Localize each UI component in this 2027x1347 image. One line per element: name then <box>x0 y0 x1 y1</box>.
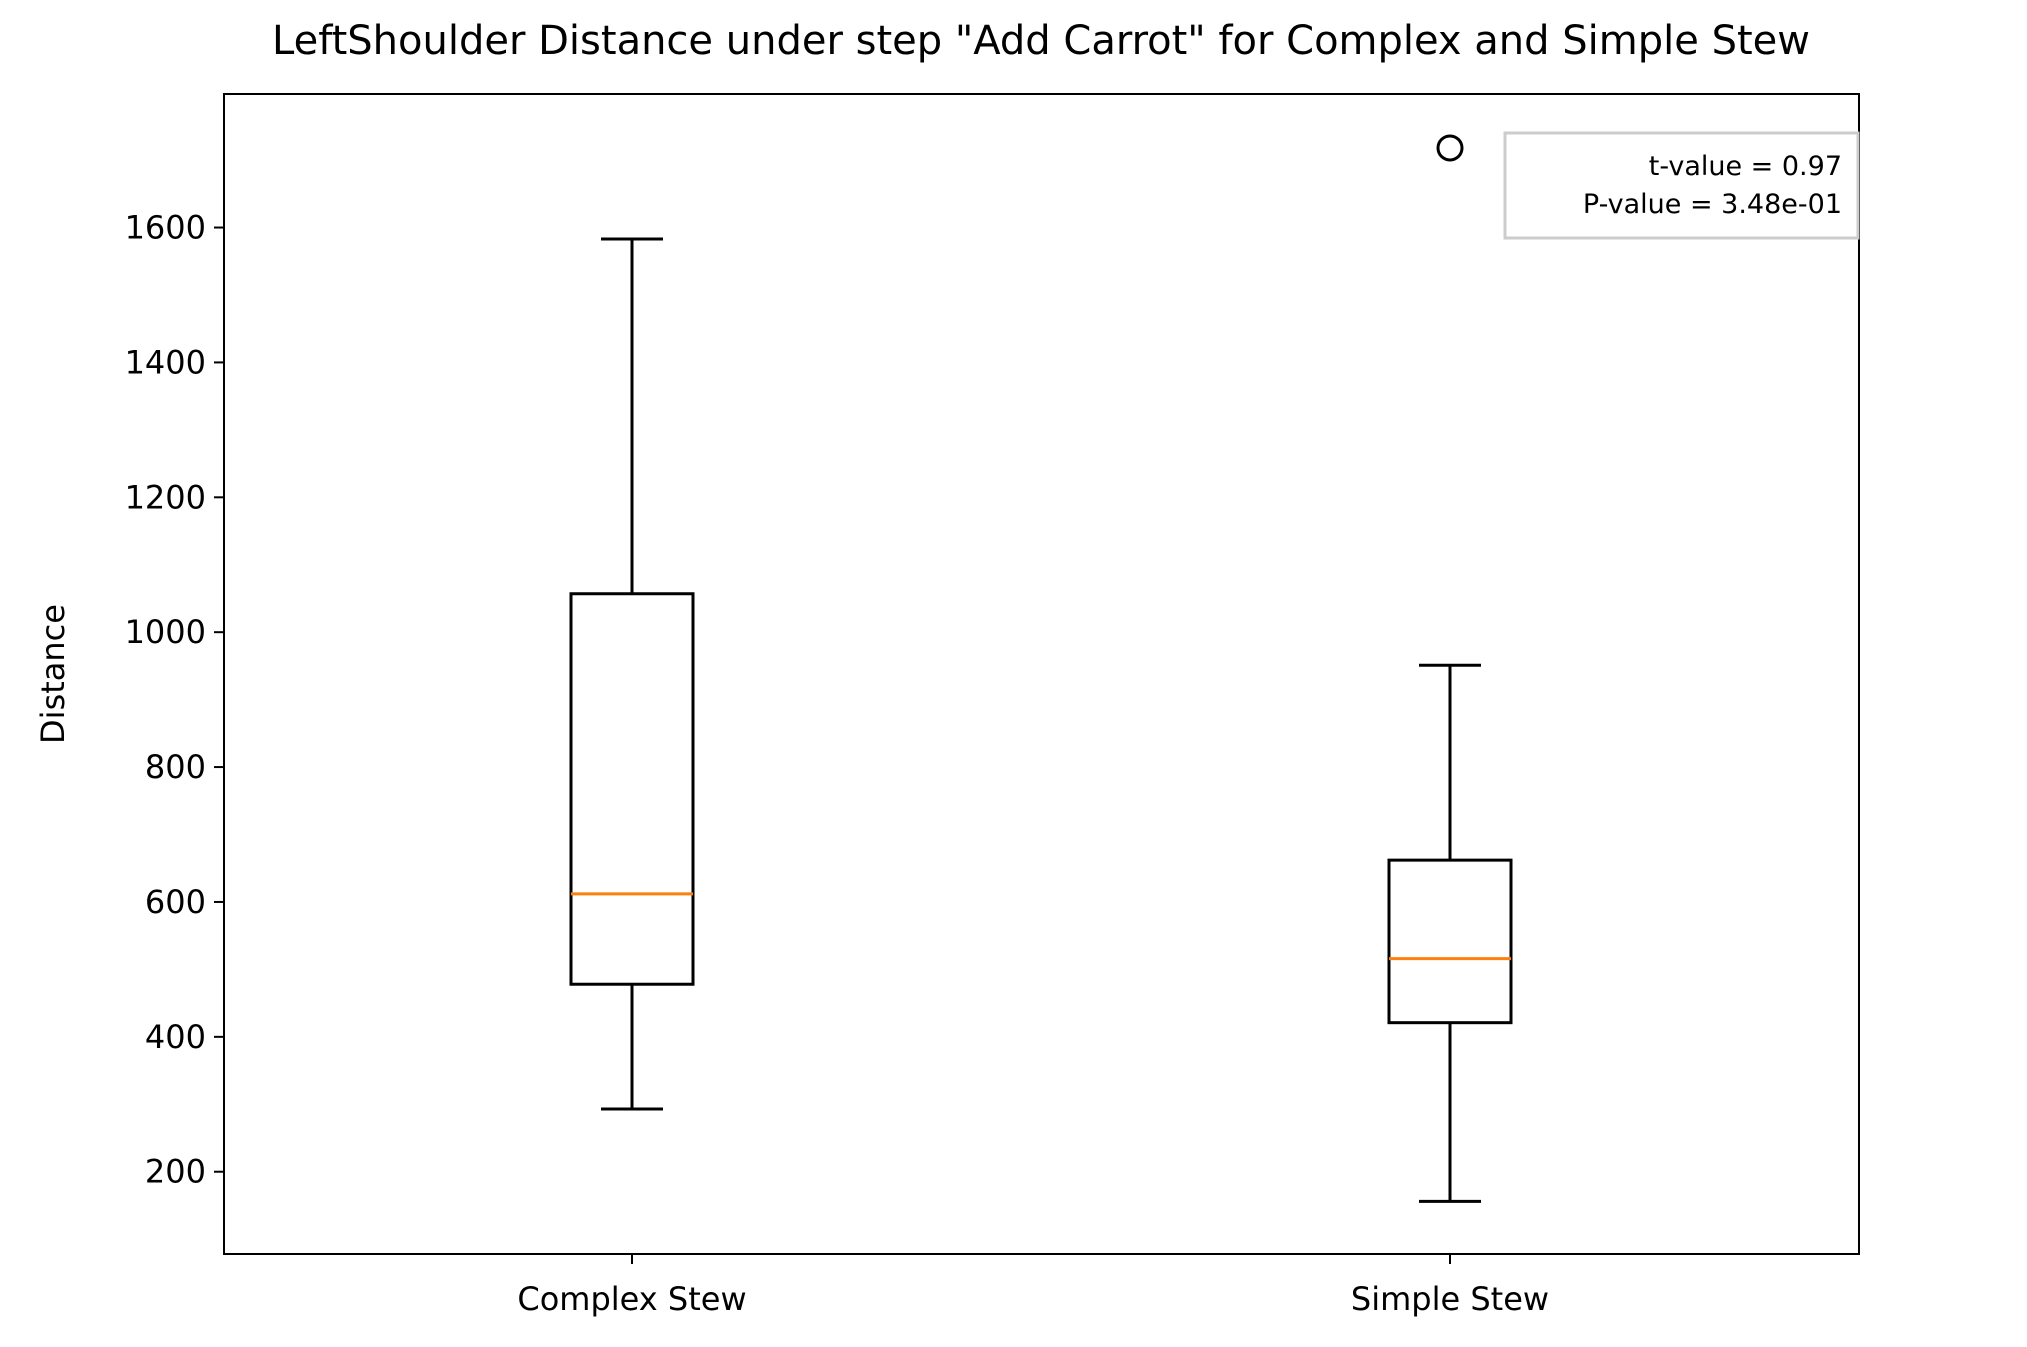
plot-area <box>223 93 1860 1255</box>
x-axis-ticks: Complex Stew Simple Stew <box>517 1254 1549 1318</box>
annotation-box <box>1503 131 1860 240</box>
iqr-box <box>1387 858 1513 1025</box>
outlier-point <box>1436 134 1464 162</box>
chart-title: LeftShoulder Distance under step "Add Ca… <box>272 18 1810 64</box>
stats-annotation: t-value = 0.97 P-value = 3.48e-01 <box>1503 131 1860 240</box>
y-tick-label: 1000 <box>125 613 206 651</box>
box-series <box>569 134 1513 1203</box>
y-tick-label: 1400 <box>125 343 206 381</box>
y-axis-ticks: 200 400 600 800 1000 1200 1400 1600 <box>125 209 224 1191</box>
y-tick-label: 200 <box>145 1153 206 1191</box>
iqr-box <box>569 592 695 986</box>
x-tick-label: Complex Stew <box>517 1280 746 1318</box>
x-tick-label: Simple Stew <box>1351 1280 1549 1318</box>
y-tick-label: 600 <box>145 883 206 921</box>
y-tick-label: 400 <box>145 1018 206 1056</box>
t-value-label: t-value = 0.97 <box>1649 151 1842 182</box>
y-tick-label: 1200 <box>125 478 206 516</box>
box-complex-stew <box>569 237 695 1111</box>
y-tick-label: 1600 <box>125 209 206 247</box>
y-tick-label: 800 <box>145 748 206 786</box>
p-value-label: P-value = 3.48e-01 <box>1583 189 1842 220</box>
y-axis-label: Distance <box>34 604 72 744</box>
box-simple-stew <box>1387 134 1513 1203</box>
